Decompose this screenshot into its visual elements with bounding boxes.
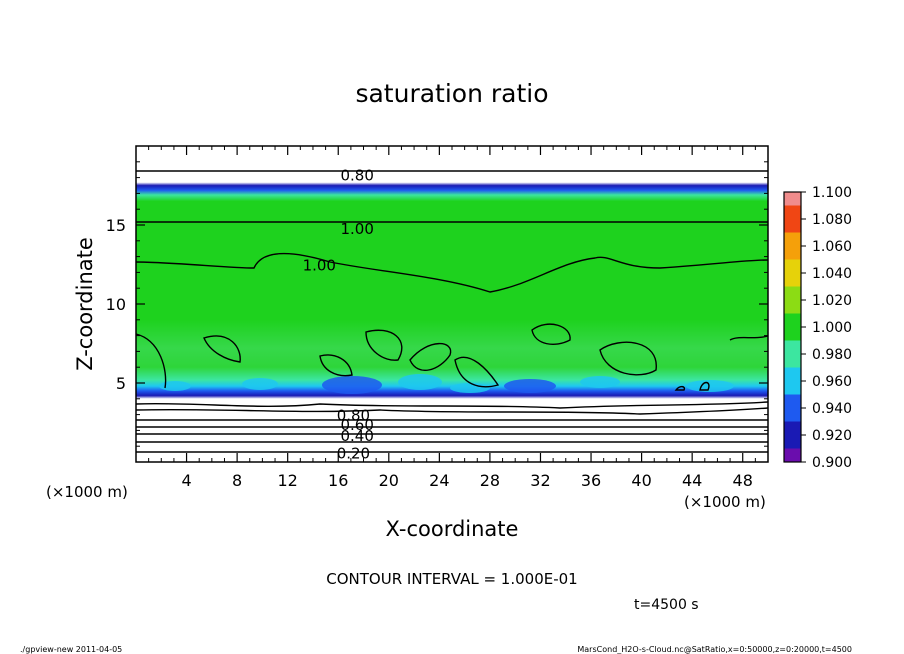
y-minor-ticks: [136, 161, 768, 447]
y-tick-label-0: 5: [116, 374, 126, 393]
colorbar-label-2: 0.940: [812, 401, 852, 417]
colorbar-label-8: 1.060: [812, 239, 852, 255]
y-axis: 5 10 15: [106, 216, 768, 393]
x-tick-label-11: 48: [733, 471, 753, 490]
colorbar-band-9-low: [784, 205, 801, 219]
y-unit-label: (×1000 m): [46, 483, 128, 501]
colorbar-band-8-low: [784, 232, 801, 246]
colorbar-band-6-low: [784, 286, 801, 300]
colorbar-band-5-high: [784, 300, 801, 314]
x-tick-label-2: 12: [278, 471, 298, 490]
colorbar-band-4-high: [784, 327, 801, 341]
contour-label-0: 0.80: [340, 166, 373, 184]
contour-interval: CONTOUR INTERVAL = 1.000E-01: [326, 570, 577, 588]
colorbar-label-1: 0.920: [812, 428, 852, 444]
colorbar-band-2-low: [784, 394, 801, 408]
x-axis-label: X-coordinate: [386, 517, 519, 541]
colorbar-band-0-low: [784, 448, 801, 462]
contour-labels: 0.801.001.000.800.600.400.20: [303, 166, 374, 463]
contour-label-1: 1.00: [340, 220, 373, 238]
colorbar: 0.900 0.920 0.940 0.960 0.980 1.000 1.020 1.040…: [783, 185, 852, 471]
x-tick-label-6: 28: [480, 471, 500, 490]
x-tick-label-10: 44: [682, 471, 702, 490]
colorbar-label-0: 0.900: [812, 455, 852, 471]
contour-label-5: 0.40: [340, 427, 373, 445]
colorbar-band-1-high: [784, 408, 801, 422]
colorbar-label-7: 1.040: [812, 266, 852, 282]
x-tick-label-5: 24: [429, 471, 449, 490]
y-axis-label: Z-coordinate: [73, 237, 97, 371]
contour-label-4: 0.60: [340, 416, 373, 434]
saturation-field: [136, 146, 768, 462]
x-unit-label: (×1000 m): [684, 493, 766, 511]
colorbar-band-3-high: [784, 354, 801, 368]
x-axis: 4 8 12 16 20 24 28 32 36 40 44 48: [148, 146, 769, 490]
contour-label-3: 0.80: [337, 407, 370, 425]
x-tick-label-7: 32: [530, 471, 550, 490]
colorbar-band-4-low: [784, 340, 801, 354]
contour-label-2: 1.00: [303, 257, 336, 275]
colorbar-label-3: 0.960: [812, 374, 852, 390]
colorbar-label-10: 1.100: [812, 185, 852, 201]
colorbar-label-5: 1.000: [812, 320, 852, 336]
x-tick-label-4: 20: [379, 471, 399, 490]
y-tick-label-2: 15: [106, 216, 126, 235]
colorbar-band-0-high: [784, 435, 801, 449]
colorbar-label-6: 1.020: [812, 293, 852, 309]
cloud-base-eddies: [159, 374, 734, 394]
colorbar-band-9-high: [784, 192, 801, 206]
plot-area: 0.801.001.000.800.600.400.20: [135, 145, 769, 463]
footer-right: MarsCond_H2O-s-Cloud.nc@SatRatio,x=0:500…: [577, 645, 852, 654]
contour-lines: [135, 170, 769, 453]
x-tick-label-8: 36: [581, 471, 601, 490]
x-tick-label-0: 4: [181, 471, 191, 490]
contour-label-6: 0.20: [337, 445, 370, 463]
colorbar-band-3-low: [784, 367, 801, 381]
y-tick-label-1: 10: [106, 295, 126, 314]
x-tick-label-1: 8: [232, 471, 242, 490]
colorbar-label-9: 1.080: [812, 212, 852, 228]
footer-left: ./gpview-new 2011-04-05: [20, 645, 122, 654]
x-tick-label-3: 16: [328, 471, 348, 490]
time-label: t=4500 s: [634, 597, 699, 613]
colorbar-band-8-high: [784, 219, 801, 233]
x-tick-label-9: 40: [631, 471, 651, 490]
colorbar-band-1-low: [784, 421, 801, 435]
colorbar-band-7-high: [784, 246, 801, 260]
colorbar-label-4: 0.980: [812, 347, 852, 363]
colorbar-band-7-low: [784, 259, 801, 273]
colorbar-band-6-high: [784, 273, 801, 287]
colorbar-band-2-high: [784, 381, 801, 395]
colorbar-band-5-low: [784, 313, 801, 327]
chart-title: saturation ratio: [355, 79, 548, 108]
